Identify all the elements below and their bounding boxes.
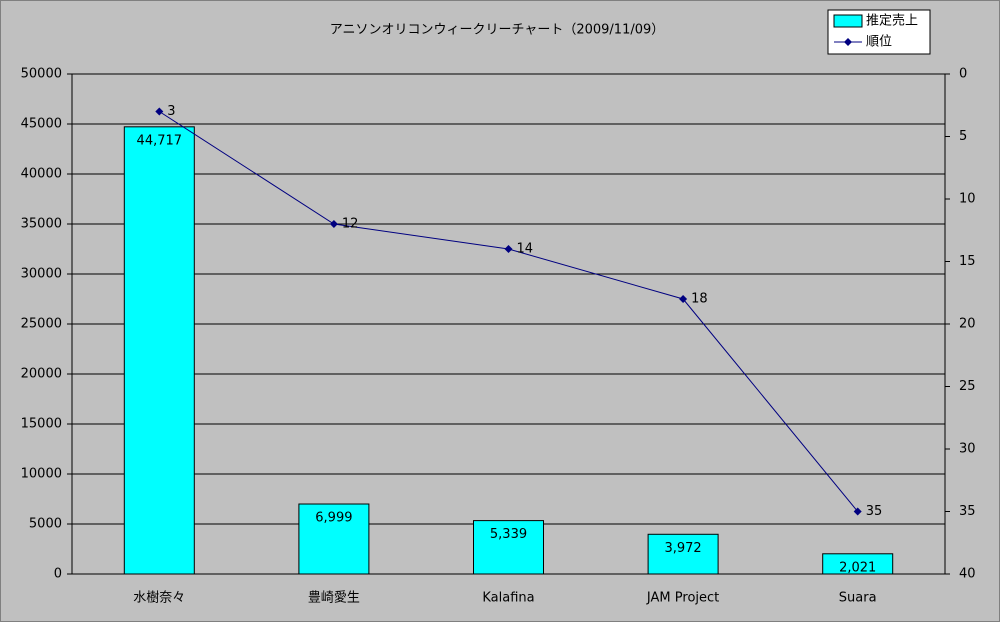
bar-label: 2,021 — [839, 560, 876, 575]
bar — [822, 553, 894, 575]
y2-tick-label: 40 — [959, 567, 976, 582]
rank-marker — [155, 107, 164, 116]
bar — [647, 533, 719, 575]
chart-title: アニソンオリコンウィークリーチャート（2009/11/09） — [330, 23, 665, 38]
rank-label: 18 — [691, 292, 708, 307]
y2-tick-label: 5 — [959, 129, 967, 144]
legend-label: 推定売上 — [866, 13, 918, 29]
x-tick-label: 豊崎愛生 — [308, 591, 360, 606]
bar-label: 3,972 — [664, 541, 701, 556]
legend-marker — [844, 38, 852, 46]
bar — [473, 520, 544, 575]
y2-tick-label: 25 — [959, 379, 976, 394]
y-tick-label: 25000 — [21, 317, 62, 332]
y-tick-label: 40000 — [21, 167, 62, 182]
legend-label: 順位 — [866, 35, 892, 50]
bar — [123, 126, 195, 575]
rank-label: 3 — [167, 104, 175, 119]
y2-tick-label: 20 — [959, 317, 976, 332]
y-tick-label: 15000 — [21, 417, 62, 432]
bar — [298, 503, 370, 575]
y2-tick-label: 15 — [959, 254, 976, 269]
y-tick-label: 10000 — [21, 467, 62, 482]
rank-marker — [504, 245, 513, 253]
y-tick-label: 45000 — [21, 117, 62, 132]
y-tick-label: 20000 — [21, 367, 62, 382]
bar-label: 44,717 — [137, 133, 183, 148]
rank-marker — [329, 220, 338, 228]
rank-marker — [853, 507, 862, 516]
legend-swatch — [833, 14, 863, 28]
y-tick-label: 0 — [54, 567, 62, 582]
rank-marker — [679, 295, 688, 303]
rank-label: 14 — [517, 242, 534, 257]
y2-tick-label: 35 — [959, 504, 976, 519]
x-tick-label: Kalafina — [482, 591, 534, 606]
y-tick-label: 5000 — [29, 517, 62, 532]
y2-tick-label: 30 — [959, 442, 976, 457]
bar-label: 6,999 — [315, 511, 352, 526]
rank-label: 35 — [866, 504, 883, 519]
y2-tick-label: 0 — [959, 67, 967, 82]
y-tick-label: 35000 — [21, 217, 62, 232]
rank-label: 12 — [342, 217, 359, 232]
x-tick-label: Suara — [839, 591, 877, 606]
y2-tick-label: 10 — [959, 192, 976, 207]
y-tick-label: 50000 — [21, 67, 62, 82]
x-tick-label: JAM Project — [646, 591, 719, 606]
x-tick-label: 水樹奈々 — [133, 591, 185, 606]
y-tick-label: 30000 — [21, 267, 62, 282]
bar-label: 5,339 — [490, 527, 527, 542]
